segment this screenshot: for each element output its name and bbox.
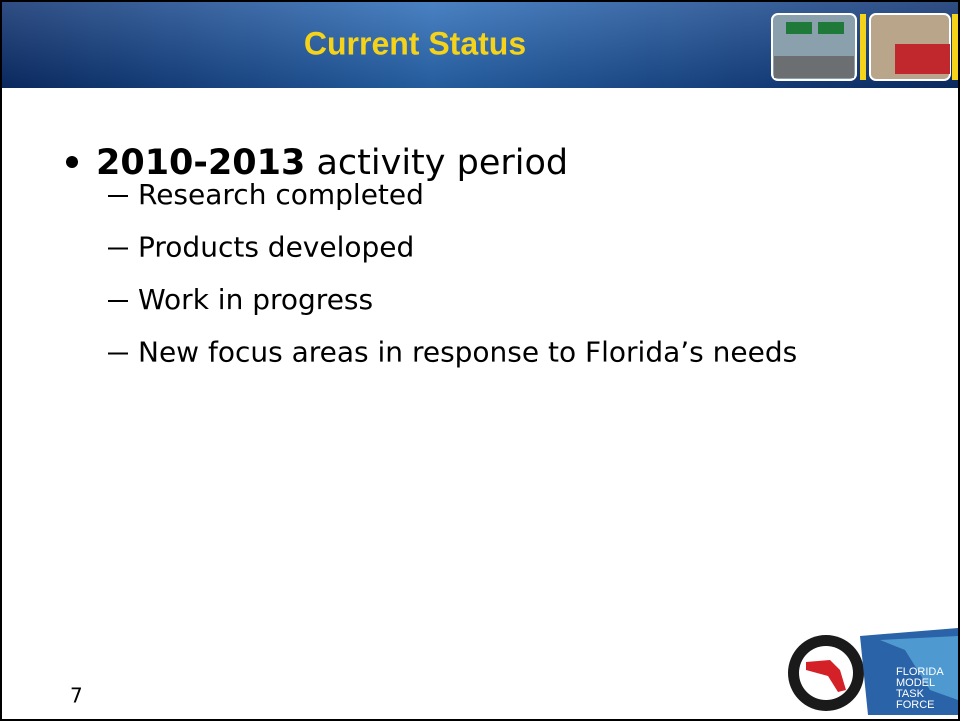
road [774,56,854,78]
sign [786,22,812,34]
bullet-text: 2010-2013 activity period [96,143,568,183]
slide: Current Status 2010-2013 activity period… [0,0,960,721]
slide-number: 7 [70,684,83,708]
sub-bullet-text: Research completed [138,178,424,211]
sub-bullet-text: New focus areas in response to Florida’s… [138,336,797,369]
slide-title: Current Status [304,25,526,61]
sign [818,22,844,34]
divider [860,14,866,80]
logo-line: FORCE [896,699,935,711]
sub-bullet-text: Work in progress [138,283,373,316]
bus [895,44,950,74]
divider [952,14,958,80]
bullet-dot [66,156,78,168]
sub-bullet-text: Products developed [138,231,414,264]
bullet-rest: activity period [305,143,568,183]
page: Current Status 2010-2013 activity period… [0,0,960,721]
bullet-bold: 2010-2013 [96,143,305,183]
header-photos [772,14,958,80]
